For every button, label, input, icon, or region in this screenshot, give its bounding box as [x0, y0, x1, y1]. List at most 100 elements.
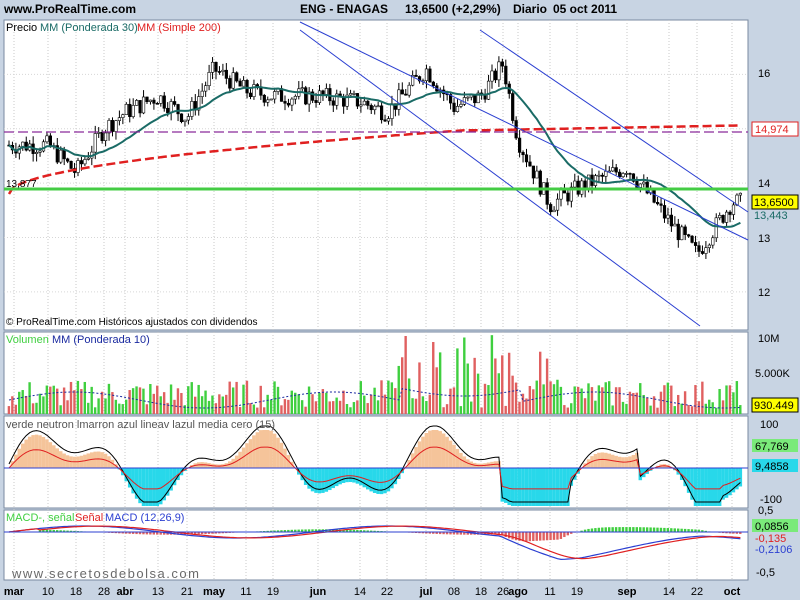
volume-bar: [614, 387, 618, 414]
legend-macd-c: MACD (12,26,9): [105, 512, 184, 524]
osc-bar: [310, 468, 315, 492]
candle-body: [231, 72, 235, 89]
candle-body: [683, 226, 687, 235]
candle-body: [128, 103, 132, 117]
candle-body: [345, 94, 349, 107]
volume-bar: [411, 398, 414, 414]
candle-body: [169, 101, 173, 114]
macd-bar: [501, 532, 504, 536]
candle-body: [314, 100, 318, 103]
volume-bar: [211, 395, 214, 414]
macd-bar: [280, 530, 283, 532]
volume-bar: [580, 388, 583, 414]
volume-bar: [438, 352, 442, 414]
osc-bar: [614, 455, 618, 468]
price-watermark: © ProRealTime.com Históricos ajustados c…: [6, 317, 258, 328]
macd-bar: [725, 532, 728, 534]
macd-bar: [570, 532, 573, 534]
macd-bar: [200, 532, 204, 535]
macd-bar: [156, 532, 159, 535]
osc-bar: [545, 468, 549, 506]
site-title[interactable]: www.ProRealTime.com: [3, 2, 136, 16]
osc-bar: [431, 430, 436, 468]
x-tick-label: mar: [4, 586, 25, 598]
candle-body: [159, 95, 163, 104]
volume-bar: [159, 396, 162, 414]
macd-bar: [635, 527, 638, 532]
osc-bar: [414, 447, 418, 468]
macd-bar: [535, 532, 538, 541]
volume-panel[interactable]: [3, 331, 749, 415]
macd-bar: [145, 532, 149, 535]
volume-bar: [214, 403, 218, 414]
volume-bar: [38, 393, 42, 414]
macd-bar: [304, 529, 307, 532]
macd-panel[interactable]: [3, 509, 749, 581]
macd-bar: [204, 532, 207, 535]
osc-bar: [31, 435, 35, 468]
last-price-tag: 13,6500: [754, 197, 794, 209]
x-tick-label: abr: [116, 586, 134, 598]
date-label: 05 oct 2011: [553, 2, 617, 16]
volume-bar: [511, 375, 514, 414]
osc-bar: [528, 468, 532, 506]
osc-bar: [352, 468, 356, 483]
volume-bar: [180, 392, 183, 414]
left-level-label: 13,877: [6, 179, 37, 190]
volume-bar: [611, 405, 614, 414]
candle-body: [86, 157, 90, 160]
macd-bar: [287, 529, 290, 532]
volume-bar: [335, 397, 338, 414]
osc-bar: [134, 468, 139, 499]
volume-bar: [235, 381, 238, 414]
macd-bar: [59, 530, 62, 532]
macd-bar: [528, 532, 532, 542]
candle-body: [614, 167, 618, 173]
macd-bar: [552, 532, 556, 540]
x-tick-label: 26: [497, 586, 509, 598]
candle-body: [210, 61, 215, 73]
osc-bar: [252, 435, 256, 468]
candle-body: [245, 80, 249, 94]
volume-bar: [42, 396, 45, 414]
osc-bar: [724, 468, 729, 498]
volume-bar: [480, 407, 483, 414]
candle-body: [397, 89, 401, 110]
volume-bar: [718, 388, 721, 414]
price-panel[interactable]: [3, 19, 749, 331]
osc-bar: [34, 434, 39, 468]
volume-bar: [314, 401, 318, 414]
volume-bar: [666, 382, 670, 414]
candle-body: [183, 119, 187, 123]
x-tick-label: 13: [152, 586, 164, 598]
volume-bar: [238, 407, 242, 414]
volume-bar: [497, 373, 500, 414]
volume-tag: 930.449: [754, 400, 794, 412]
macd-bar: [352, 529, 356, 532]
volume-bar: [442, 407, 445, 414]
osc-bar: [62, 453, 66, 468]
volume-bar: [628, 391, 632, 414]
macd-bar: [563, 532, 566, 538]
candle-body: [693, 242, 698, 246]
grid-lines: [4, 20, 748, 580]
osc-bar: [562, 468, 567, 506]
candle-body: [624, 173, 629, 175]
candle-body: [145, 96, 149, 102]
osc-bar: [604, 452, 608, 468]
macd-bar: [677, 528, 680, 532]
macd-bar: [680, 528, 683, 532]
candle-body: [204, 85, 208, 92]
osc-bar: [421, 436, 425, 468]
candle-body: [200, 90, 204, 97]
osc-bar: [265, 430, 270, 468]
macd-bar: [532, 532, 535, 542]
volume-bar: [21, 390, 24, 414]
osc-bar: [169, 468, 173, 491]
osc-bar: [52, 445, 56, 468]
candle-body: [342, 96, 346, 107]
volume-bar: [287, 399, 290, 414]
macd-bar: [152, 532, 155, 535]
candle-body: [424, 68, 429, 82]
candle-body: [618, 171, 622, 178]
